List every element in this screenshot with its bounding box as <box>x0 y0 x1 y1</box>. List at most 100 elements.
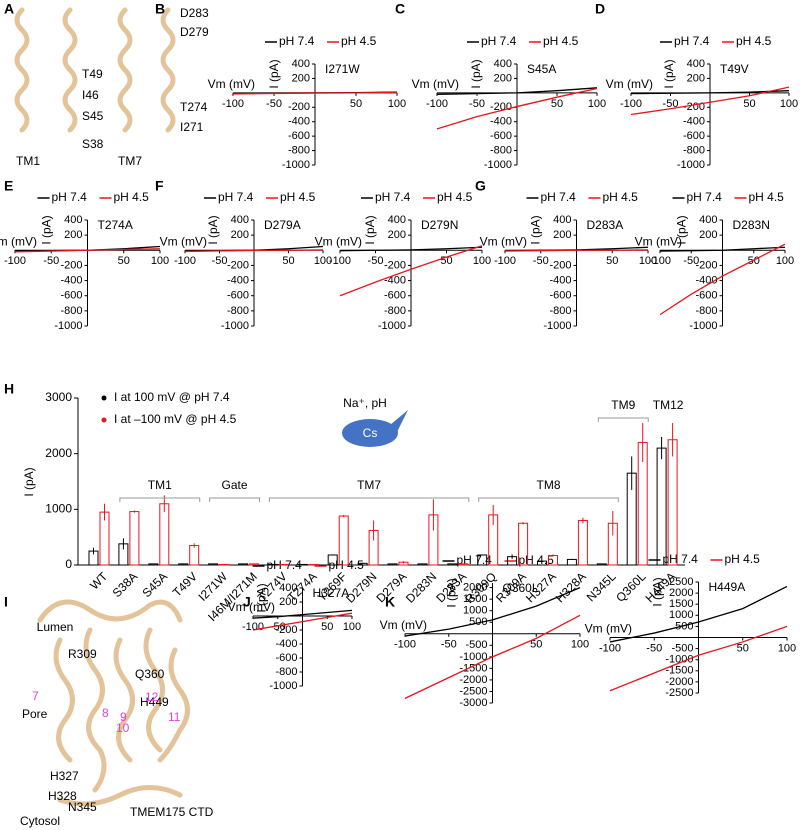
panel-label: K <box>385 594 395 610</box>
y-tick-label: -800 <box>275 666 297 678</box>
x-tick-label: 100 <box>314 255 332 267</box>
structure-label: TMEM175 CTD <box>130 805 214 819</box>
legend-label: pH 7.4 <box>541 190 577 204</box>
x-tick-label: -100 <box>426 98 448 110</box>
structure-label: Lumen <box>37 620 74 634</box>
y-tick-label: 2000 <box>669 587 693 599</box>
legend-label: pH 7.4 <box>375 190 411 204</box>
iv-trace <box>659 243 786 316</box>
structure-label: H449 <box>140 695 169 709</box>
x-tick-label: 50 <box>321 621 333 633</box>
x-tick-label: -100 <box>394 639 416 651</box>
x-tick-label: 50 <box>118 255 130 267</box>
helix-number: 12 <box>145 690 159 704</box>
y-tick-label: -1500 <box>459 662 487 674</box>
y-tick-label: -800 <box>490 144 512 156</box>
y-tick-label: -200 <box>288 101 310 113</box>
bar <box>656 447 667 566</box>
x-tick-label: N345L <box>584 569 619 604</box>
iv-trace <box>504 249 649 252</box>
residue-label: D283 <box>180 6 209 20</box>
y-tick-label: 400 <box>494 58 512 70</box>
residue-label: TM1 <box>16 154 40 168</box>
iv-trace <box>232 91 398 95</box>
x-axis-label: Vm (mV) <box>208 77 255 91</box>
x-tick-label: 50 <box>737 642 749 654</box>
y-tick-label: -800 <box>288 144 310 156</box>
structure-a <box>14 7 176 133</box>
y-tick-label: 200 <box>494 72 512 84</box>
y-tick-label: -800 <box>227 305 249 317</box>
y-tick-label: -600 <box>683 130 705 142</box>
y-tick-label: 400 <box>231 214 249 226</box>
y-tick-label: -600 <box>490 130 512 142</box>
residue-label: D279 <box>180 25 209 39</box>
panel-title: D283N <box>733 218 770 232</box>
structure-label: Pore <box>22 707 48 721</box>
y-tick-label: -1000 <box>677 159 705 171</box>
legend-label: I at 100 mV @ pH 7.4 <box>114 390 230 404</box>
x-tick-label: -50 <box>270 621 286 633</box>
helix-number: 9 <box>120 710 127 724</box>
structure-label: Cytosol <box>20 814 60 828</box>
y-tick-label: -600 <box>60 290 82 302</box>
panel-title: D283A <box>587 218 624 232</box>
y-axis-label: I (pA) <box>445 578 459 607</box>
y-tick-label: -1000 <box>378 320 406 332</box>
bar <box>577 519 588 566</box>
x-tick-label: 100 <box>343 621 361 633</box>
x-tick-label: Q360L <box>613 569 649 605</box>
group-bracket <box>209 497 260 502</box>
legend-label: pH 4.5 <box>725 552 761 566</box>
y-axis-label: I (pA) <box>267 59 281 88</box>
legend-label: pH 7.4 <box>52 190 88 204</box>
group-bracket <box>478 497 619 502</box>
panel-title: T49V <box>720 62 749 76</box>
panel-title: D279N <box>421 218 458 232</box>
legend-label: pH 7.4 <box>674 34 710 48</box>
y-tick-label: 1000 <box>669 609 693 621</box>
legend-label: pH 4.5 <box>114 190 150 204</box>
y-tick-label: 1500 <box>463 593 487 605</box>
group-label: TM9 <box>611 398 635 412</box>
y-axis-label: I (pA) <box>40 215 54 244</box>
y-tick-label: 3000 <box>45 390 72 404</box>
y-axis-label: I (pA) <box>255 583 269 612</box>
y-tick-label: -800 <box>695 305 717 317</box>
panel-title: Q360L <box>503 581 539 595</box>
panel-label: A <box>4 1 14 17</box>
residue-label: T274 <box>180 100 208 114</box>
x-tick-label: -100 <box>222 98 244 110</box>
x-tick-label: 100 <box>639 255 657 267</box>
group-label: TM8 <box>537 478 561 492</box>
y-tick-label: -1500 <box>665 665 693 677</box>
helix-number: 11 <box>168 710 181 724</box>
y-tick-label: -1000 <box>269 680 297 692</box>
iv-trace <box>14 248 161 253</box>
y-tick-label: 400 <box>699 214 717 226</box>
x-axis-label: Vm (mV) <box>606 77 653 91</box>
residue-label: S45 <box>82 109 104 123</box>
y-tick-label: 200 <box>279 596 297 608</box>
x-tick-label: 100 <box>776 255 794 267</box>
y-tick-label: -2500 <box>665 687 693 699</box>
y-tick-label: -400 <box>549 274 571 286</box>
y-tick-label: 200 <box>64 229 82 241</box>
y-tick-label: -3000 <box>459 697 487 709</box>
structure-label: H328 <box>48 789 77 803</box>
y-tick-label: -1000 <box>54 320 82 332</box>
y-tick-label: -1000 <box>689 320 717 332</box>
panel-label: C <box>395 1 405 17</box>
y-tick-label: -600 <box>384 290 406 302</box>
legend-label: pH 4.5 <box>280 190 316 204</box>
iv-trace <box>436 87 598 130</box>
y-tick-label: 1500 <box>669 598 693 610</box>
helix-number: 8 <box>102 706 109 720</box>
legend-label: pH 4.5 <box>437 190 473 204</box>
y-tick-label: -400 <box>275 638 297 650</box>
y-tick-label: -400 <box>695 274 717 286</box>
cell-cartoon <box>342 410 408 447</box>
x-tick-label: 100 <box>388 98 406 110</box>
x-tick-label: -50 <box>646 642 662 654</box>
